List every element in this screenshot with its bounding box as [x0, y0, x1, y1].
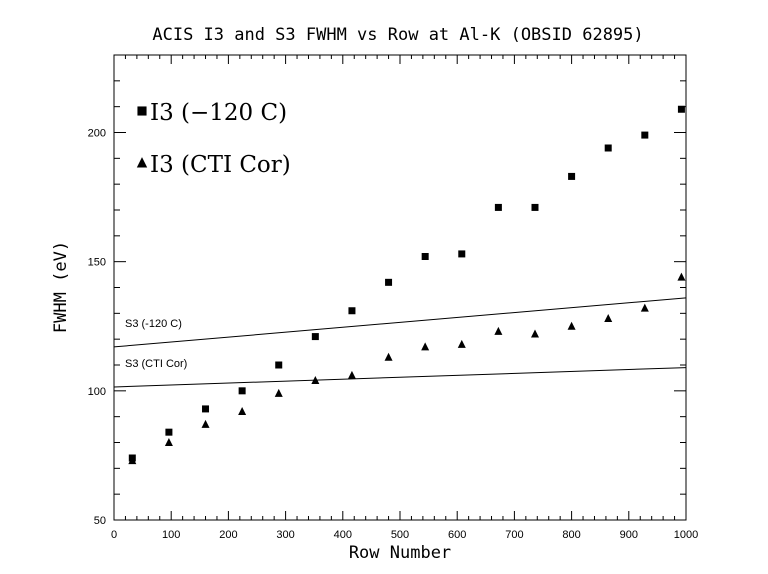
legend: I3 (−120 C) I3 (CTI Cor): [136, 100, 291, 178]
data-point-triangle: [494, 326, 503, 335]
reference-line-label: S3 (CTI Cor): [125, 358, 187, 370]
x-tick-label: 500: [391, 529, 409, 541]
data-point-square: [275, 361, 283, 369]
reference-lines: S3 (-120 C) S3 (CTI Cor): [113, 297, 687, 388]
data-point-triangle: [347, 370, 356, 379]
data-point-triangle: [238, 407, 247, 415]
data-point-square: [165, 428, 173, 436]
data-point-square: [238, 387, 246, 395]
data-point-square: [421, 253, 429, 260]
x-tick-label: 0: [111, 529, 117, 541]
data-point-square: [458, 250, 466, 258]
data-point-square: [568, 172, 576, 180]
data-point-triangle: [274, 388, 283, 397]
data-point-square: [531, 203, 539, 211]
data-point-triangle: [201, 419, 210, 428]
legend-marker: [137, 106, 147, 116]
x-tick-label: 300: [276, 529, 294, 541]
data-point-square: [202, 405, 210, 413]
x-tick-label: 700: [505, 529, 523, 541]
chart-title: ACIS I3 and S3 FWHM vs Row at Al-K (OBSI…: [152, 25, 643, 45]
data-points: [128, 105, 686, 465]
reference-line: [113, 297, 687, 348]
y-axis-label: FWHM (eV): [51, 241, 71, 333]
x-tick-label: 800: [562, 529, 580, 541]
x-axis: 0 100 200 300 400 500 600 700 800 900 1000: [111, 55, 698, 541]
data-point-triangle: [164, 438, 173, 446]
legend-entry: I3 (CTI Cor): [150, 152, 291, 178]
data-point-square: [348, 307, 356, 315]
x-tick-label: 100: [162, 529, 180, 541]
x-tick-label: 200: [219, 529, 237, 541]
y-tick-label: 50: [94, 515, 106, 527]
data-point-square: [311, 333, 319, 341]
x-tick-label: 400: [334, 529, 352, 541]
data-point-triangle: [567, 321, 576, 330]
data-point-triangle: [604, 314, 613, 322]
data-point-triangle: [457, 339, 466, 348]
legend-entry: I3 (−120 C): [150, 100, 287, 126]
data-point-square: [641, 131, 649, 139]
x-tick-label: 900: [620, 529, 638, 541]
data-point-square: [385, 278, 393, 286]
reference-line-label: S3 (-120 C): [125, 318, 182, 330]
y-tick-label: 150: [88, 257, 106, 269]
y-tick-label: 200: [88, 128, 106, 140]
data-point-triangle: [128, 456, 137, 465]
x-axis-label: Row Number: [349, 543, 451, 563]
data-point-triangle: [421, 342, 430, 351]
data-point-triangle: [384, 352, 393, 361]
data-point-square: [677, 105, 685, 113]
y-tick-label: 100: [88, 386, 106, 398]
data-point-triangle: [530, 329, 539, 338]
data-point-triangle: [311, 376, 320, 384]
data-point-triangle: [677, 272, 686, 281]
reference-line: [113, 367, 687, 388]
data-point-triangle: [640, 303, 649, 312]
x-tick-label: 600: [448, 529, 466, 541]
x-tick-label: 1000: [674, 529, 698, 541]
data-point-square: [494, 203, 502, 211]
data-point-square: [604, 144, 612, 152]
legend-marker: [136, 157, 148, 168]
